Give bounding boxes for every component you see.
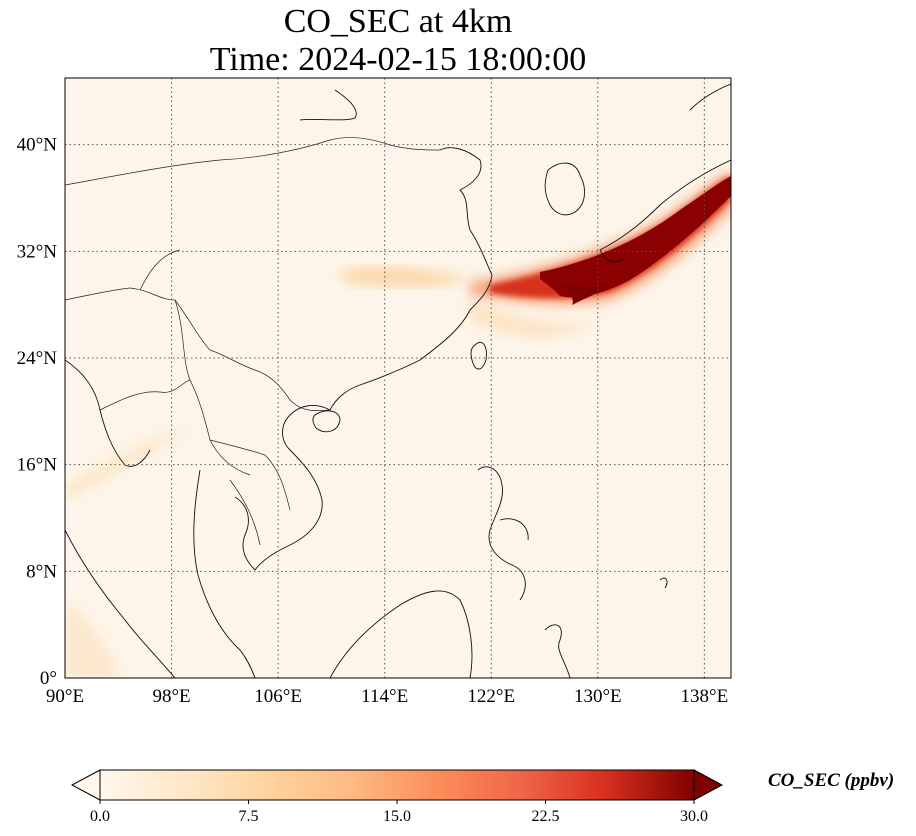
lon-tick-label: 114°E <box>361 686 408 707</box>
lon-tick-label: 98°E <box>152 686 190 707</box>
plume-faint-south <box>65 425 190 500</box>
colorbar-tick-label: 22.5 <box>532 808 560 825</box>
map-frame <box>64 77 732 679</box>
taiwan-coastline <box>470 341 487 370</box>
lon-tick-label: 90°E <box>46 686 84 707</box>
plume-outer <box>470 170 731 305</box>
korea-coastline <box>544 162 586 216</box>
lat-tick-label: 40°N <box>17 135 58 156</box>
sulawesi-coastline <box>544 624 571 678</box>
china-coastline <box>299 89 493 411</box>
plume-faint-sea <box>470 300 600 337</box>
lon-tick-label: 122°E <box>467 686 515 707</box>
hainan-coastline <box>312 410 341 433</box>
lat-tick-label: 32°N <box>17 241 58 262</box>
plume-core <box>540 176 731 298</box>
lat-tick-label: 16°N <box>17 455 58 476</box>
colorbar-tick-labels: 0.0 7.5 15.0 22.5 30.0 <box>90 800 708 825</box>
colorbar-body <box>99 769 695 801</box>
plume-faint-southwest <box>65 600 120 678</box>
colorbar-tick-label: 30.0 <box>680 808 708 825</box>
lon-tick-label: 106°E <box>254 686 302 707</box>
coastlines <box>65 83 731 678</box>
lon-tick-labels: 90°E 98°E 106°E 114°E 122°E 130°E 138°E <box>46 686 728 707</box>
borneo-coastline <box>329 590 473 678</box>
japan-coastline <box>599 83 731 263</box>
lon-tick-label: 138°E <box>681 686 729 707</box>
country-borders <box>65 137 441 546</box>
indochina-coastline <box>193 404 331 678</box>
new-guinea-coastline <box>659 577 668 589</box>
map-title: CO_SEC at 4km <box>283 3 513 40</box>
co-concentration-field <box>65 170 731 678</box>
colorbar-label: CO_SEC (ppbv) <box>768 770 895 791</box>
map-subtitle-time: Time: 2024-02-15 18:00:00 <box>209 41 587 78</box>
colorbar-tick-label: 7.5 <box>239 808 259 825</box>
colorbar-extend-max <box>693 769 724 801</box>
philippines-coastline <box>477 466 529 601</box>
sumatra-coastline <box>65 529 176 678</box>
lat-tick-labels: 0° 8°N 16°N 24°N 32°N 40°N <box>17 135 58 689</box>
colorbar-tick-label: 15.0 <box>383 808 411 825</box>
map-background <box>65 78 731 678</box>
plume-faint-west <box>340 266 470 288</box>
bay-of-bengal-coast <box>65 359 151 467</box>
gridlines <box>65 78 731 678</box>
lon-tick-label: 130°E <box>574 686 622 707</box>
colorbar: 0.0 7.5 15.0 22.5 30.0 <box>70 769 724 825</box>
lat-tick-label: 24°N <box>17 348 58 369</box>
lat-tick-label: 0° <box>40 668 57 689</box>
colorbar-tick-label: 0.0 <box>90 808 110 825</box>
lat-tick-label: 8°N <box>26 561 57 582</box>
colorbar-extend-min <box>70 769 101 801</box>
